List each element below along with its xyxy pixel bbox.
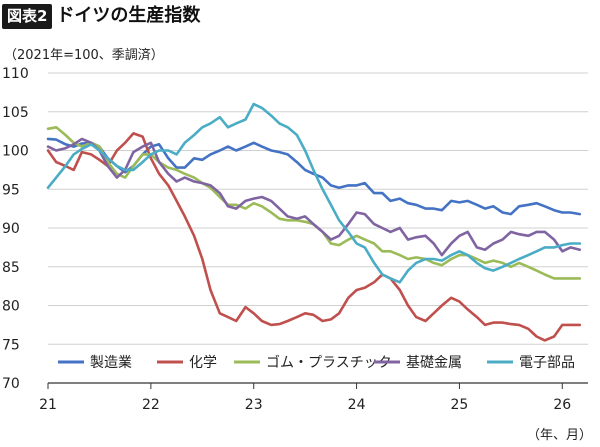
x-tick-label: 21 [39,397,57,413]
x-tick-label: 23 [245,397,263,413]
x-axis-unit-note: （年、月） [526,428,592,443]
y-tick-label: 90 [2,221,20,237]
series-line-2 [46,132,582,342]
y-tick-label: 95 [2,182,20,198]
legend-label-2: 化学 [189,355,217,371]
y-tick-label: 85 [2,260,20,276]
chart-title: ドイツの生産指数 [56,5,201,26]
x-tick-label: 24 [348,397,366,413]
figure-header: 図表2 ドイツの生産指数 [2,3,200,29]
x-tick-label: 26 [553,397,571,413]
y-tick-label: 105 [2,105,29,121]
figure-number-badge: 図表2 [2,3,53,29]
series-line-5 [46,102,582,284]
x-axis: 21 22 23 24 25 26 [39,383,571,413]
y-tick-label: 80 [2,299,20,315]
legend-label-5: 電子部品 [519,355,575,371]
legend-label-1: 製造業 [90,355,132,371]
series-line-4 [46,137,582,257]
y-tick-label: 110 [2,66,29,82]
y-axis-ticks: 70 75 80 85 90 95 100 105 110 [2,66,29,392]
y-tick-label: 100 [2,144,29,160]
legend-label-4: 基礎金属 [406,354,462,371]
y-axis-unit-note: （2021年=100、季調済） [4,48,164,63]
y-tick-label: 75 [2,337,20,353]
x-tick-label: 22 [142,397,160,413]
series-lines [46,102,582,342]
legend-label-3: ゴム・プラスチック [266,354,392,371]
x-tick-label: 25 [451,397,469,413]
series-line-3 [46,126,582,280]
legend: 製造業 化学 ゴム・プラスチック 基礎金属 電子部品 [58,354,575,371]
y-tick-label: 70 [2,376,20,392]
